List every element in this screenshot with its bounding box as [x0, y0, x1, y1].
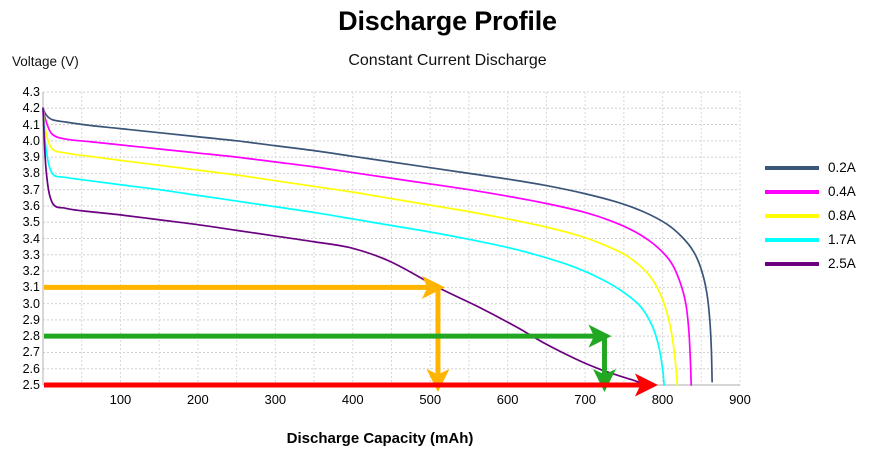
chart-subtitle: Constant Current Discharge [348, 52, 547, 69]
y-tick-label: 4.1 [22, 117, 40, 132]
y-axis-tick-labels: 2.5 2.6 2.7 2.8 2.9 3.0 3.1 3.2 3.3 3.4 3.5 3.6 3.7 3… [2, 0, 40, 469]
x-axis-label: Discharge Capacity (mAh) [286, 430, 474, 447]
chart-title: Discharge Profile [338, 6, 557, 36]
legend-item-label: 0.2A [828, 160, 856, 175]
y-tick-label: 3.9 [22, 150, 40, 165]
legend-item-2.5A[interactable]: 2.5A [765, 256, 856, 271]
y-tick-label: 3.5 [22, 215, 40, 230]
y-axis-label: Voltage (V) [12, 54, 79, 69]
y-tick-label: 3.7 [22, 182, 40, 197]
legend-swatch-icon [765, 261, 819, 266]
legend-swatch-icon [765, 165, 819, 170]
x-tick-label: 900 [729, 392, 751, 407]
x-tick-label: 700 [574, 392, 596, 407]
y-tick-label: 2.8 [22, 329, 40, 344]
y-tick-label: 3.1 [22, 280, 40, 295]
x-tick-label: 200 [187, 392, 209, 407]
legend-item-1.7A[interactable]: 1.7A [765, 232, 856, 247]
legend-item-label: 0.8A [828, 208, 856, 223]
y-tick-label: 2.7 [22, 345, 40, 360]
y-tick-label: 2.6 [22, 361, 40, 376]
x-tick-label: 800 [651, 392, 674, 407]
y-tick-label: 3.0 [22, 296, 40, 311]
x-tick-label: 300 [264, 392, 287, 407]
legend-swatch-icon [765, 237, 819, 242]
series-line-1.7A [42, 107, 665, 386]
y-tick-label: 3.2 [22, 264, 40, 279]
x-tick-label: 100 [109, 392, 132, 407]
y-tick-label: 2.9 [22, 312, 40, 327]
series-line-0.4A [42, 107, 693, 386]
series-line-0.8A [42, 107, 679, 386]
legend-item-label: 1.7A [828, 232, 856, 247]
x-tick-label: 600 [496, 392, 519, 407]
legend-item-label: 0.4A [828, 184, 856, 199]
y-tick-label: 3.8 [22, 166, 40, 181]
legend-swatch-icon [765, 189, 819, 194]
chart-legend: 0.2A 0.4A 0.8A 1.7A 2.5A [765, 160, 856, 271]
y-tick-label: 3.4 [22, 231, 40, 246]
x-tick-label: 500 [419, 392, 442, 407]
x-tick-label: 400 [341, 392, 364, 407]
y-tick-label: 4.0 [22, 133, 40, 148]
y-tick-label: 4.3 [22, 85, 40, 99]
y-tick-label: 3.6 [22, 198, 40, 213]
y-tick-label: 4.2 [22, 101, 40, 116]
legend-swatch-icon [765, 213, 819, 218]
legend-item-0.8A[interactable]: 0.8A [765, 208, 856, 223]
y-tick-label: 2.5 [22, 378, 40, 392]
legend-item-0.2A[interactable]: 0.2A [765, 160, 856, 175]
legend-item-label: 2.5A [828, 256, 856, 271]
y-tick-label: 3.3 [22, 247, 40, 262]
series-line-0.2A [42, 107, 713, 383]
legend-item-0.4A[interactable]: 0.4A [765, 184, 856, 199]
